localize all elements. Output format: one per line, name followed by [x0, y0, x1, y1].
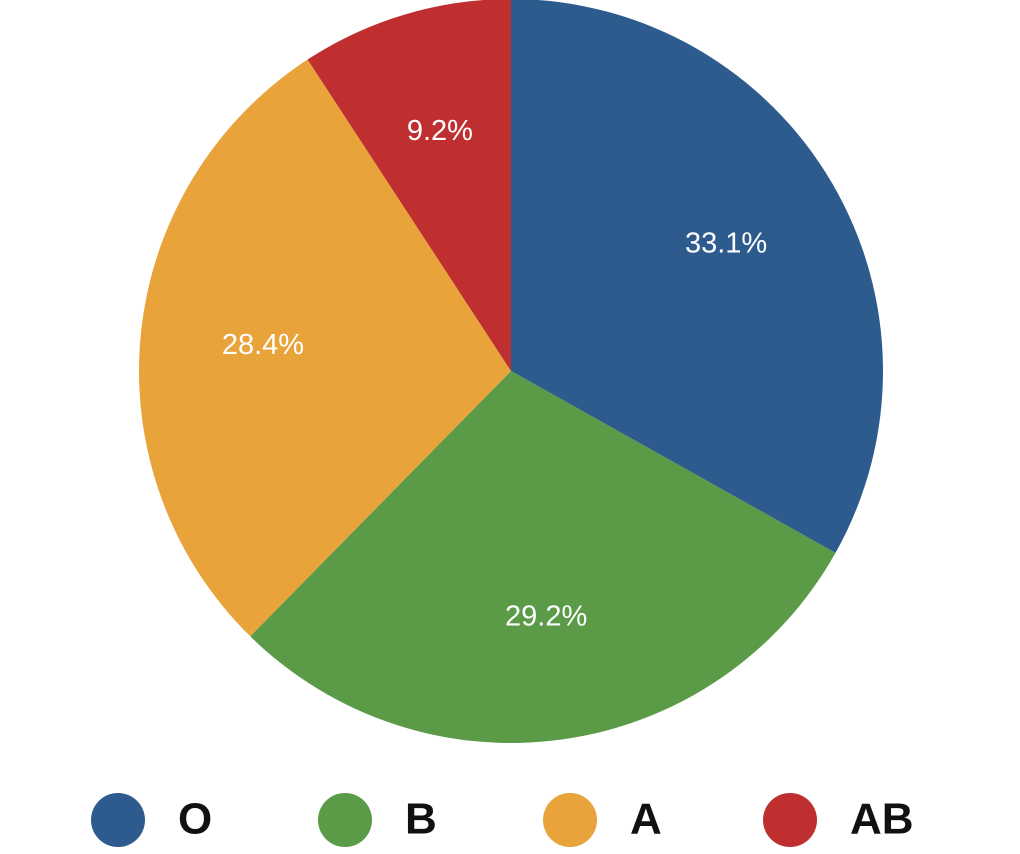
slice-label: 28.4% — [222, 329, 304, 361]
pie-slice — [307, 0, 511, 371]
pie-slice — [511, 0, 884, 553]
legend-swatch — [318, 793, 372, 847]
legend-label: O — [178, 795, 212, 844]
legend-label: B — [405, 795, 437, 844]
legend-label: A — [630, 795, 662, 844]
legend-swatch — [543, 793, 597, 847]
slice-label: 33.1% — [685, 228, 767, 260]
legend-swatch — [91, 793, 145, 847]
slice-label: 9.2% — [407, 115, 473, 147]
legend-swatch — [763, 793, 817, 847]
pie-slice — [139, 59, 512, 637]
pie-slice — [250, 371, 836, 744]
slice-label: 29.2% — [505, 600, 587, 632]
legend-label: AB — [850, 795, 914, 844]
